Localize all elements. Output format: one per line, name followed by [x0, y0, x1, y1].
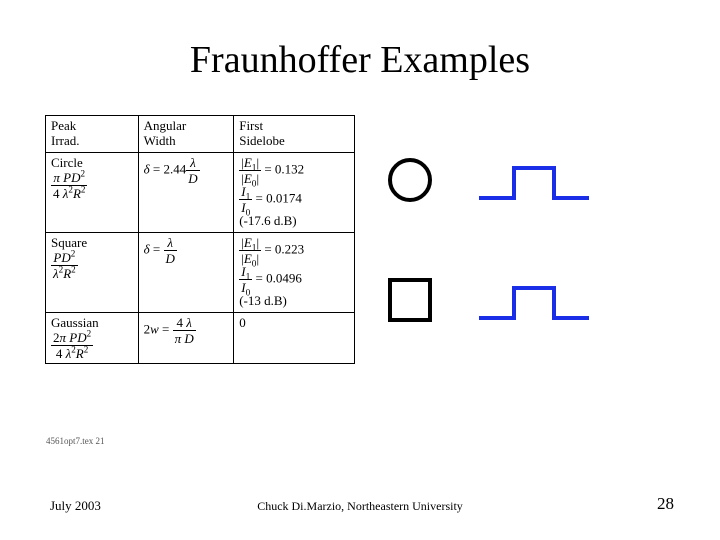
peak-irrad-cell: SquarePD2λ2R2 — [46, 232, 139, 312]
table-header: AngularWidth — [138, 116, 234, 153]
pulse-waveform-icon — [474, 150, 594, 210]
sidelobe-cell: 0 — [234, 312, 355, 363]
square-aperture-icon — [370, 260, 450, 340]
table-header: FirstSidelobe — [234, 116, 355, 153]
peak-irrad-cell: Gaussian2π PD24 λ2R2 — [46, 312, 139, 363]
angular-width-cell: 2w = 4 λπ D — [138, 312, 234, 363]
footer-attribution: Chuck Di.Marzio, Northeastern University — [0, 499, 720, 514]
source-caption: 4561opt7.tex 21 — [46, 436, 105, 446]
peak-irrad-cell: Circleπ PD24 λ2R2 — [46, 152, 139, 232]
angular-width-cell: δ = 2.44λD — [138, 152, 234, 232]
sidelobe-cell: |E1||E0| = 0.223I1I0 = 0.0496(-13 d.B) — [234, 232, 355, 312]
fraunhoffer-table: PeakIrrad.AngularWidthFirstSidelobeCircl… — [45, 115, 355, 364]
pulse-waveform-icon — [474, 270, 594, 330]
angular-width-cell: δ = λD — [138, 232, 234, 312]
table-row: Gaussian2π PD24 λ2R22w = 4 λπ D0 — [46, 312, 355, 363]
table-header: PeakIrrad. — [46, 116, 139, 153]
sidelobe-cell: |E1||E0| = 0.132I1I0 = 0.0174(-17.6 d.B) — [234, 152, 355, 232]
table-row: SquarePD2λ2R2δ = λD|E1||E0| = 0.223I1I0 … — [46, 232, 355, 312]
slide-title: Fraunhoffer Examples — [0, 38, 720, 82]
footer-page-number: 28 — [657, 494, 674, 514]
aperture-diagrams — [370, 140, 630, 370]
circle-aperture-icon — [370, 140, 450, 220]
table-row: Circleπ PD24 λ2R2δ = 2.44λD|E1||E0| = 0.… — [46, 152, 355, 232]
